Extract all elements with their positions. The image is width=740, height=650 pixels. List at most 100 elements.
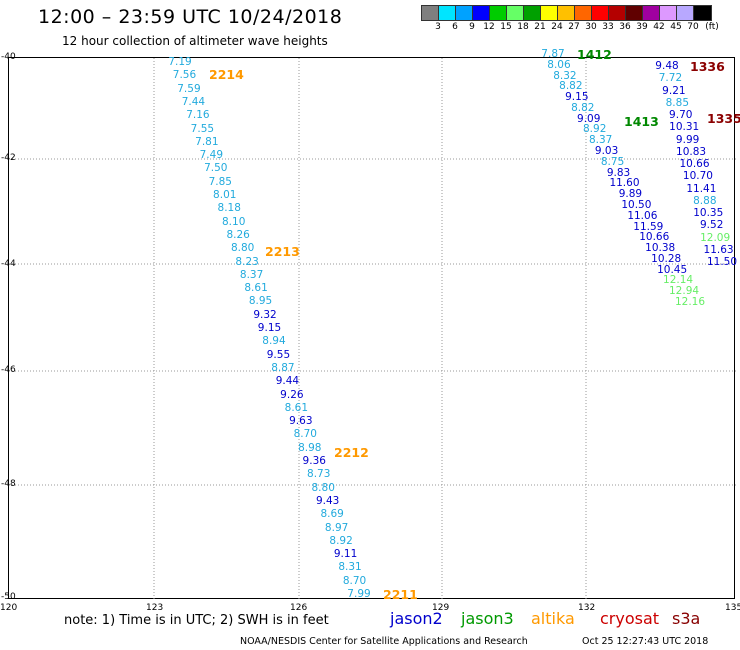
color-scale-label: 45 — [670, 22, 682, 32]
color-swatch — [592, 6, 609, 20]
wave-height-value: 8.31 — [338, 561, 362, 574]
pass-number-label: 2212 — [334, 445, 369, 460]
pass-number-label: 2211 — [383, 587, 418, 602]
color-scale-label: 3 — [435, 22, 441, 32]
color-scale-label: 15 — [500, 22, 512, 32]
wave-height-value: 8.26 — [226, 228, 250, 241]
color-swatch — [677, 6, 694, 20]
map-title: 12:00 – 23:59 UTC 10/24/2018 — [38, 6, 343, 28]
wave-height-value: 11.60 — [609, 177, 640, 190]
color-scale-label: (ft) — [705, 22, 719, 32]
latitude-label: -46 — [1, 365, 16, 375]
color-swatch — [541, 6, 558, 20]
color-swatch — [558, 6, 575, 20]
wave-height-value: 9.70 — [669, 109, 693, 121]
pass-number-label: 2214 — [209, 67, 244, 82]
legend-entry: altika — [531, 609, 575, 628]
color-swatch — [490, 6, 507, 20]
pass-number-label: 2213 — [265, 244, 300, 259]
color-swatch — [524, 6, 541, 20]
color-swatch — [660, 6, 677, 20]
color-swatch — [575, 6, 592, 20]
wave-height-value: 10.50 — [621, 198, 652, 211]
wave-height-value: 8.87 — [271, 361, 295, 374]
wave-height-value: 8.70 — [342, 574, 367, 587]
color-swatch — [694, 6, 711, 20]
wave-height-value: 8.69 — [320, 508, 344, 521]
lat-lon-grid — [9, 58, 736, 600]
wave-height-value: 9.55 — [266, 348, 291, 361]
wave-height-value: 8.95 — [248, 295, 273, 308]
pass-number-label: 1413 — [624, 114, 659, 129]
wave-height-value: 9.03 — [594, 145, 619, 158]
longitude-label: 129 — [432, 603, 450, 613]
wave-height-value: 11.63 — [703, 243, 734, 256]
wave-height-value: 8.18 — [217, 202, 241, 215]
wave-height-value: 8.80 — [230, 242, 255, 255]
wave-height-value: 9.63 — [289, 415, 313, 428]
legend-entry: s3a — [672, 609, 701, 628]
color-swatch — [643, 6, 660, 20]
color-scale-label: 6 — [452, 22, 458, 32]
legend-entry: jason3 — [461, 609, 514, 628]
wave-height-map — [8, 57, 736, 600]
latitude-label: -42 — [1, 153, 16, 163]
color-swatch — [626, 6, 643, 20]
wave-height-value: 10.83 — [676, 145, 707, 158]
wave-height-value: 7.81 — [195, 135, 219, 148]
wave-height-value: 9.26 — [280, 388, 304, 401]
color-scale-label: 39 — [636, 22, 648, 32]
wave-height-value: 7.56 — [172, 69, 197, 82]
wave-height-value: 8.70 — [293, 428, 317, 441]
wave-height-value: 8.97 — [324, 521, 349, 534]
wave-height-value: 10.66 — [639, 231, 670, 244]
latitude-label: -44 — [1, 259, 16, 269]
color-scale-label: 24 — [551, 22, 563, 32]
wave-height-value: 8.85 — [665, 96, 690, 109]
wave-height-value: 8.92 — [329, 534, 353, 547]
color-scale-label: 36 — [619, 22, 631, 32]
wave-height-value: 7.44 — [181, 95, 206, 108]
wave-height-value: 10.28 — [651, 252, 682, 265]
wave-height-value: 11.50 — [706, 256, 738, 268]
wave-height-value: 8.23 — [235, 255, 259, 268]
latitude-label: -40 — [1, 52, 16, 62]
wave-height-value: 9.48 — [655, 60, 679, 72]
wave-height-value: 8.80 — [311, 481, 335, 494]
wave-height-value: 11.41 — [686, 182, 717, 195]
color-scale-label: 33 — [602, 22, 614, 32]
wave-height-value: 8.98 — [298, 441, 322, 454]
map-subtitle: 12 hour collection of altimeter wave hei… — [62, 34, 328, 48]
wave-height-value: 9.32 — [253, 308, 277, 321]
wave-height-value: 8.10 — [221, 215, 246, 228]
wave-height-value: 8.37 — [588, 134, 613, 147]
color-swatch — [473, 6, 490, 20]
wave-height-value: 9.11 — [333, 548, 358, 561]
wave-height-value: 7.87 — [541, 48, 565, 60]
wave-height-value: 8.88 — [693, 194, 717, 207]
wave-height-value: 7.50 — [204, 162, 228, 175]
color-scale-label: 70 — [687, 22, 699, 32]
color-swatch — [439, 6, 456, 20]
color-scale-bar — [421, 5, 712, 21]
wave-height-value: 7.99 — [347, 588, 371, 600]
wave-height-value: 7.72 — [658, 72, 683, 85]
wave-height-value: 8.61 — [284, 401, 309, 414]
color-swatch — [507, 6, 524, 20]
color-scale-labels: 3 6 9 12 15 18 21 24 27 30 33 36 39 42 45 70 (ft) — [421, 22, 721, 34]
wave-height-value: 10.31 — [669, 121, 700, 134]
wave-height-value: 9.15 — [257, 322, 282, 334]
wave-height-value: 9.21 — [662, 84, 686, 97]
wave-height-value: 7.85 — [208, 175, 232, 188]
color-scale-label: 21 — [534, 22, 546, 32]
wave-height-value: 10.38 — [645, 242, 676, 255]
wave-height-value: 8.75 — [600, 155, 625, 168]
legend-entry: cryosat — [600, 609, 660, 628]
latitude-label: -48 — [1, 479, 16, 489]
wave-height-value: 10.66 — [679, 158, 710, 170]
wave-height-value: 9.15 — [565, 91, 589, 104]
generation-timestamp: Oct 25 12:27:43 UTC 2018 — [582, 636, 709, 647]
wave-height-value: 12.14 — [663, 274, 694, 287]
credit-text: NOAA/NESDIS Center for Satellite Applica… — [240, 636, 528, 647]
pass-number-label: 1412 — [577, 47, 612, 62]
